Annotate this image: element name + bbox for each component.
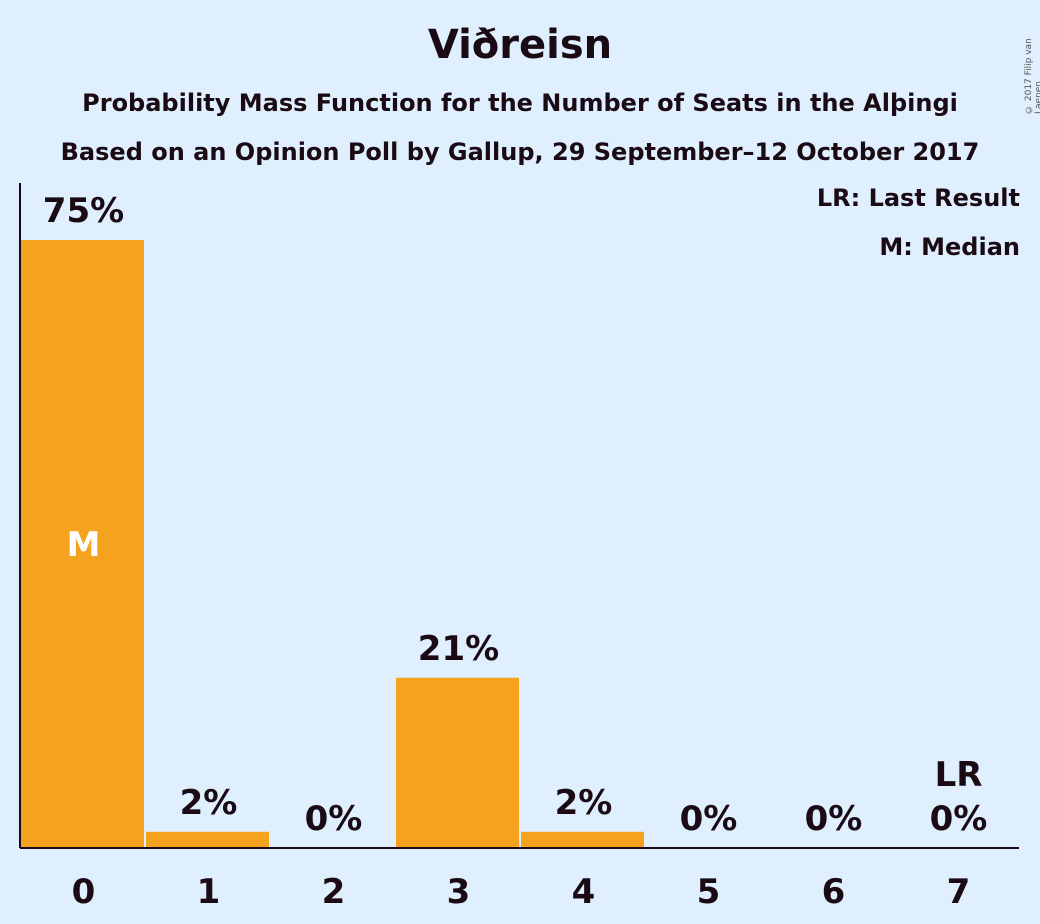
legend-median: M: Median bbox=[879, 233, 1020, 261]
x-tick-label-4: 4 bbox=[572, 872, 596, 912]
chart-title: Viðreisn bbox=[427, 22, 613, 68]
x-tick-label-3: 3 bbox=[447, 872, 471, 912]
median-marker: M bbox=[67, 525, 101, 565]
x-tick-label-6: 6 bbox=[822, 872, 846, 912]
value-label-2: 0% bbox=[305, 799, 363, 839]
bar-1 bbox=[146, 831, 269, 848]
bar-0 bbox=[21, 240, 144, 848]
x-tick-label-5: 5 bbox=[697, 872, 721, 912]
value-label-4: 2% bbox=[555, 783, 613, 823]
chart-subtitle: Probability Mass Function for the Number… bbox=[82, 89, 958, 117]
bar-4 bbox=[521, 831, 644, 848]
value-label-7: 0% bbox=[930, 799, 988, 839]
value-label-5: 0% bbox=[680, 799, 738, 839]
x-tick-label-7: 7 bbox=[947, 872, 971, 912]
legend-last-result: LR: Last Result bbox=[816, 184, 1020, 212]
value-label-6: 0% bbox=[805, 799, 863, 839]
x-tick-label-1: 1 bbox=[197, 872, 221, 912]
x-tick-label-0: 0 bbox=[72, 872, 96, 912]
bar-3 bbox=[396, 677, 519, 848]
value-label-0: 75% bbox=[43, 191, 124, 231]
value-label-1: 2% bbox=[180, 783, 238, 823]
chart-subtitle-source: Based on an Opinion Poll by Gallup, 29 S… bbox=[60, 138, 980, 166]
last-result-marker: LR bbox=[935, 755, 983, 795]
x-tick-label-2: 2 bbox=[322, 872, 346, 912]
value-label-3: 21% bbox=[418, 629, 499, 669]
